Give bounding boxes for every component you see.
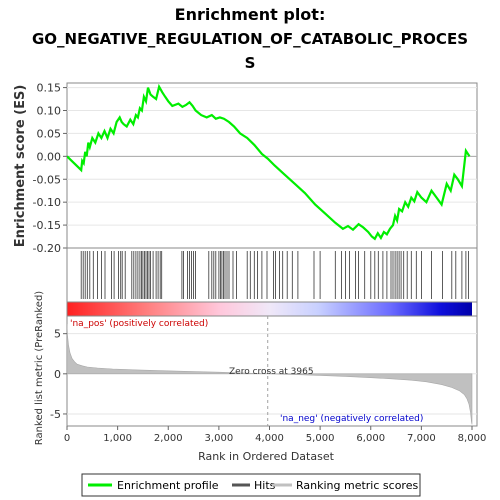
x-tick-label: 3,000	[205, 433, 234, 444]
x-tick-label: 4,000	[255, 433, 284, 444]
chart-title-line2: GO_NEGATIVE_REGULATION_OF_CATABOLIC_PROC…	[32, 30, 468, 48]
metric-y-ticks: 5 0 -5	[50, 328, 67, 421]
es-y-tick-label: 0.05	[37, 127, 62, 140]
x-axis-label: Rank in Ordered Dataset	[198, 450, 335, 463]
es-y-tick-label: 0.00	[37, 150, 62, 163]
legend-label-hits: Hits	[254, 479, 276, 492]
legend-frame	[81, 473, 421, 497]
pos-class-label: 'na_pos' (positively correlated)	[70, 319, 208, 329]
es-y-ticks: 0.15 0.10 0.05 0.00 -0.05 -0.10 -0.15 -0.20	[33, 82, 67, 255]
es-y-tick-label: -0.05	[33, 173, 61, 186]
x-tick-label: 2,000	[154, 433, 183, 444]
chart-title-line1: Enrichment plot:	[175, 5, 326, 24]
es-y-tick-label: 0.15	[37, 82, 62, 95]
es-panel: 0.15 0.10 0.05 0.00 -0.05 -0.10 -0.15 -0.20 Enr…	[13, 82, 478, 255]
x-tick-label: 0	[64, 433, 70, 444]
legend-label-enrichment: Enrichment profile	[117, 479, 219, 492]
metric-panel: Zero cross at 3965 'na_pos' (positively …	[34, 291, 486, 463]
hits-panel	[66, 247, 478, 303]
es-panel-frame	[66, 82, 478, 249]
neg-class-label: 'na_neg' (negatively correlated)	[280, 414, 423, 424]
enrichment-profile-line	[67, 83, 471, 241]
x-tick-label: 1,000	[103, 433, 132, 444]
metric-y-tick-label: 0	[54, 368, 61, 381]
es-y-tick-label: -0.10	[33, 196, 61, 209]
hits-panel-frame	[66, 247, 478, 303]
chart-title-line3: S	[245, 54, 256, 72]
es-y-tick-label: -0.15	[33, 219, 61, 232]
es-y-tick-label: 0.10	[37, 105, 62, 118]
x-tick-label: 5,000	[306, 433, 335, 444]
legend-label-metric: Ranking metric scores	[296, 479, 418, 492]
es-y-axis-label: Enrichment score (ES)	[13, 85, 28, 248]
zero-cross-label: Zero cross at 3965	[229, 367, 314, 377]
metric-y-tick-label: 5	[54, 328, 61, 341]
hit-markers	[80, 251, 469, 299]
ranking-metric-area	[67, 323, 473, 425]
x-tick-label: 6,000	[356, 433, 385, 444]
metric-x-ticks: 0 1,000 2,000 3,000 4,000 5,000 6,000 7,000 8,00…	[64, 426, 487, 444]
metric-y-tick-label: -5	[50, 408, 61, 421]
legend: Enrichment profile Hits Ranking metric s…	[81, 473, 421, 497]
metric-y-axis-label: Ranked list metric (PreRanked)	[34, 291, 45, 445]
x-tick-label: 8,000	[458, 433, 487, 444]
es-y-tick-label: -0.20	[33, 242, 61, 255]
x-tick-label: 7,000	[407, 433, 436, 444]
rank-color-bar	[67, 302, 472, 316]
